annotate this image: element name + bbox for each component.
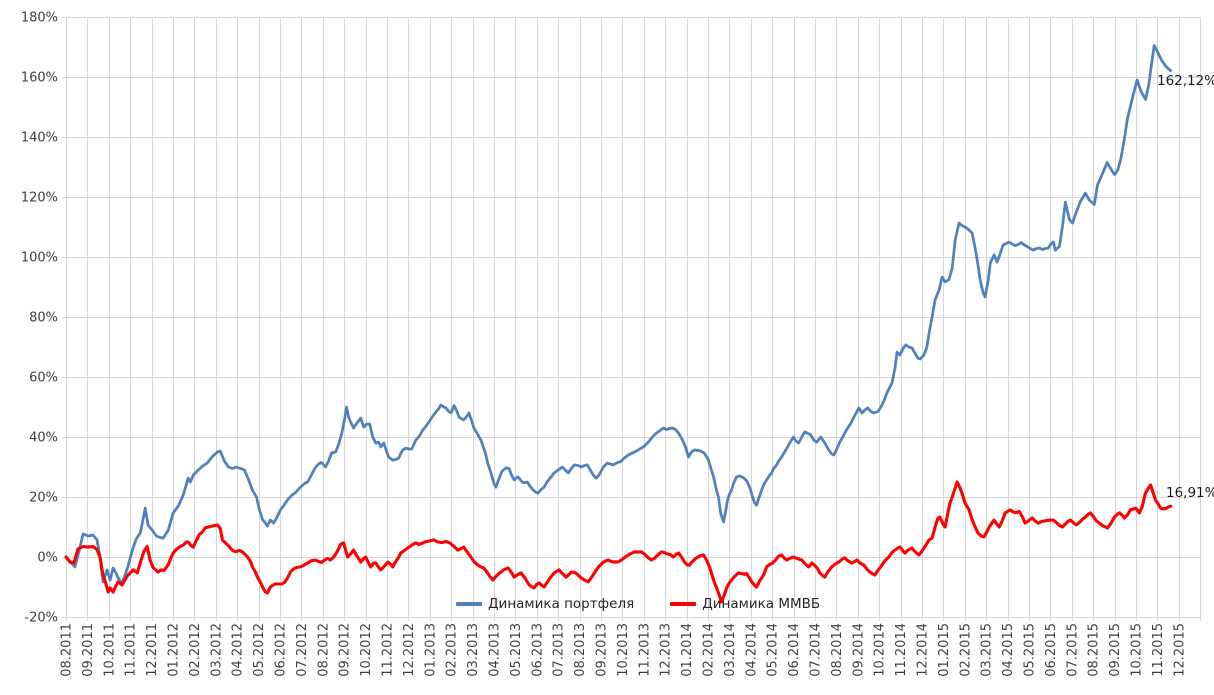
x-axis-label: 08.2012 <box>316 623 331 677</box>
x-axis-label: 09.2014 <box>851 623 866 677</box>
x-axis-label: 08.2011 <box>60 623 75 677</box>
x-axis-label: 07.2012 <box>295 623 310 677</box>
y-axis-label: 80% <box>29 311 58 326</box>
x-axis-label: 06.2012 <box>274 623 289 677</box>
x-axis-label: 11.2013 <box>637 623 652 677</box>
x-axis-label: 12.2013 <box>659 623 674 677</box>
x-axis-label: 10.2011 <box>102 623 117 677</box>
x-axis-label: 10.2013 <box>616 623 631 677</box>
x-axis-label: 09.2013 <box>595 623 610 677</box>
y-axis-label: 0% <box>37 551 58 566</box>
x-axis-label: 08.2015 <box>1087 623 1102 677</box>
x-axis-label: 02.2014 <box>702 623 717 677</box>
x-axis-label: 12.2014 <box>916 623 931 677</box>
y-axis-label: 180% <box>21 11 58 26</box>
x-axis-label: 07.2015 <box>1065 623 1080 677</box>
x-axis-label: 09.2012 <box>338 623 353 677</box>
legend-item-portfolio[interactable]: Динамика портфеля <box>456 596 634 612</box>
x-axis-label: 11.2014 <box>894 623 909 677</box>
x-axis-label: 03.2012 <box>209 623 224 677</box>
x-axis-label: 04.2012 <box>231 623 246 677</box>
x-axis-label: 01.2013 <box>423 623 438 677</box>
y-axis-label: -20% <box>24 611 58 626</box>
series-end-value-portfolio: 162,12% <box>1157 73 1214 89</box>
legend-label-portfolio: Динамика портфеля <box>488 596 635 612</box>
x-axis-label: 10.2014 <box>873 623 888 677</box>
series-line-portfolio[interactable] <box>64 44 1173 585</box>
x-axis-label: 06.2014 <box>787 623 802 677</box>
x-axis-label: 02.2015 <box>958 623 973 677</box>
x-axis-label: 08.2013 <box>573 623 588 677</box>
chart-legend: Динамика портфеля Динамика ММВБ <box>456 596 820 612</box>
y-axis-label: 140% <box>21 131 58 146</box>
legend-line-swatch-micex <box>670 602 697 606</box>
legend-line-swatch-portfolio <box>456 602 482 606</box>
x-axis-label: 06.2013 <box>530 623 545 677</box>
legend-label-micex: Динамика ММВБ <box>702 596 821 612</box>
x-axis-label: 04.2013 <box>488 623 503 677</box>
x-axis-label: 03.2015 <box>980 623 995 677</box>
x-axis-label: 09.2015 <box>1108 623 1123 677</box>
x-axis-label: 05.2012 <box>252 623 267 677</box>
x-axis-label: 11.2011 <box>124 623 139 677</box>
y-axis-label: 60% <box>29 371 58 386</box>
x-axis-label: 07.2013 <box>552 623 567 677</box>
x-axis-label: 06.2015 <box>1044 623 1059 677</box>
y-axis-label: 100% <box>21 251 58 266</box>
series-line-micex[interactable] <box>64 480 1173 604</box>
x-axis-label: 03.2014 <box>723 623 738 677</box>
x-axis-label: 12.2012 <box>402 623 417 677</box>
x-axis-label: 02.2013 <box>445 623 460 677</box>
x-axis-label: 04.2015 <box>1001 623 1016 677</box>
x-axis-label: 11.2012 <box>381 623 396 677</box>
legend-item-micex[interactable]: Динамика ММВБ <box>670 596 820 612</box>
y-axis-label: 40% <box>29 431 58 446</box>
y-axis-label: 20% <box>29 491 58 506</box>
x-axis-label: 10.2015 <box>1130 623 1145 677</box>
x-axis-label: 10.2012 <box>359 623 374 677</box>
x-axis-label: 01.2015 <box>937 623 952 677</box>
x-axis-label: 01.2014 <box>680 623 695 677</box>
x-axis-label: 02.2012 <box>188 623 203 677</box>
x-axis-label: 09.2011 <box>81 623 96 677</box>
x-axis-label: 05.2013 <box>509 623 524 677</box>
x-axis-label: 12.2015 <box>1172 623 1187 677</box>
x-axis-label: 04.2014 <box>744 623 759 677</box>
x-axis-label: 01.2012 <box>167 623 182 677</box>
x-axis-label: 11.2015 <box>1151 623 1166 677</box>
x-axis-label: 05.2014 <box>766 623 781 677</box>
y-axis-label: 120% <box>21 191 58 206</box>
x-axis-label: 08.2014 <box>830 623 845 677</box>
x-axis-label: 05.2015 <box>1023 623 1038 677</box>
x-axis-label: 03.2013 <box>466 623 481 677</box>
y-axis-label: 160% <box>21 71 58 86</box>
series-end-value-micex: 16,91% <box>1166 485 1214 501</box>
x-axis-label: 12.2011 <box>145 623 160 677</box>
x-axis-label: 07.2014 <box>809 623 824 677</box>
